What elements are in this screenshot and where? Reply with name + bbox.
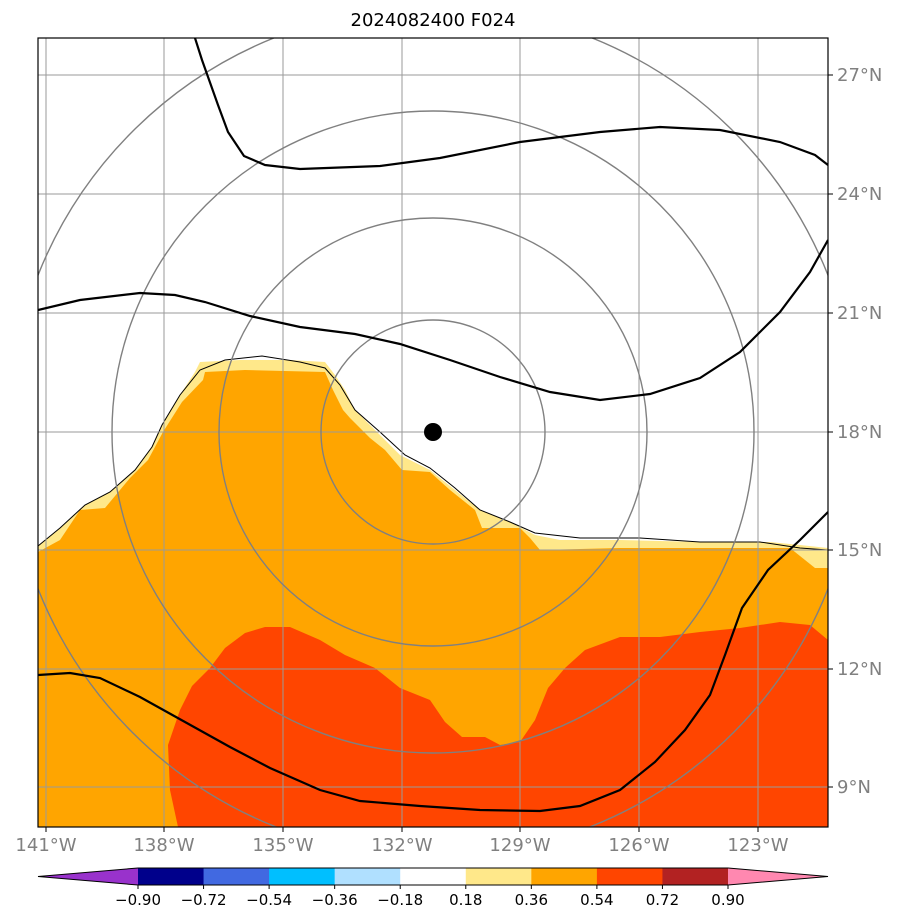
colorbar-tick-label: 0.90 xyxy=(711,891,744,909)
storm-center-marker xyxy=(424,423,442,441)
colorbar-segment xyxy=(203,868,270,885)
lon-label: 123°W xyxy=(727,835,788,856)
colorbar-extend-high xyxy=(728,868,828,885)
colorbar-extend-low xyxy=(38,868,138,885)
colorbar-tick-label: −0.18 xyxy=(377,891,423,909)
longitude-labels: 141°W 138°W 135°W 132°W 129°W 126°W 123°… xyxy=(15,835,788,856)
graticule xyxy=(38,38,828,827)
lat-label: 21°N xyxy=(837,303,882,324)
map-title: 2024082400 F024 xyxy=(351,10,516,31)
colorbar-tick-label: −0.36 xyxy=(312,891,358,909)
lat-label: 18°N xyxy=(837,422,882,443)
colorbar-ticks: −0.90 −0.72 −0.54 −0.36 −0.18 0.18 0.36 0.54 0.7… xyxy=(115,885,745,909)
colorbar-tick-label: −0.90 xyxy=(115,891,161,909)
colorbar-tick-label: 0.36 xyxy=(515,891,548,909)
lon-label: 141°W xyxy=(15,835,76,856)
colorbar-segment xyxy=(596,868,663,885)
colorbar-tick-label: 0.54 xyxy=(580,891,613,909)
range-rings xyxy=(38,38,828,827)
colorbar-segment xyxy=(138,868,205,885)
colorbar-tick-label: −0.72 xyxy=(181,891,227,909)
colorbar-segment xyxy=(662,868,729,885)
latitude-labels: 27°N 24°N 21°N 18°N 15°N 12°N 9°N xyxy=(837,65,882,798)
colorbar-tick-label: 0.18 xyxy=(449,891,482,909)
colorbar-tick-label: −0.54 xyxy=(246,891,292,909)
lon-label: 126°W xyxy=(608,835,669,856)
lat-label: 9°N xyxy=(837,777,871,798)
colorbar-tick-label: 0.72 xyxy=(646,891,679,909)
colorbar: −0.90 −0.72 −0.54 −0.36 −0.18 0.18 0.36 0.54 0.7… xyxy=(37,867,829,909)
lon-label: 138°W xyxy=(133,835,194,856)
contour-fill-054 xyxy=(168,622,828,827)
map-area xyxy=(38,38,828,827)
lon-label: 132°W xyxy=(371,835,432,856)
lat-label: 12°N xyxy=(837,659,882,680)
colorbar-segments xyxy=(37,867,829,886)
contour-line-thin xyxy=(38,355,828,551)
colorbar-segment xyxy=(269,868,336,885)
axis-ticks xyxy=(45,74,833,832)
lon-label: 129°W xyxy=(489,835,550,856)
lat-label: 27°N xyxy=(837,65,882,86)
lon-label: 135°W xyxy=(252,835,313,856)
colorbar-segment xyxy=(531,868,598,885)
contour-lines-thick xyxy=(38,38,828,813)
colorbar-segment xyxy=(334,868,401,885)
lat-label: 15°N xyxy=(837,540,882,561)
colorbar-segment xyxy=(400,868,467,885)
lat-label: 24°N xyxy=(837,184,882,205)
colorbar-segment xyxy=(465,868,532,885)
